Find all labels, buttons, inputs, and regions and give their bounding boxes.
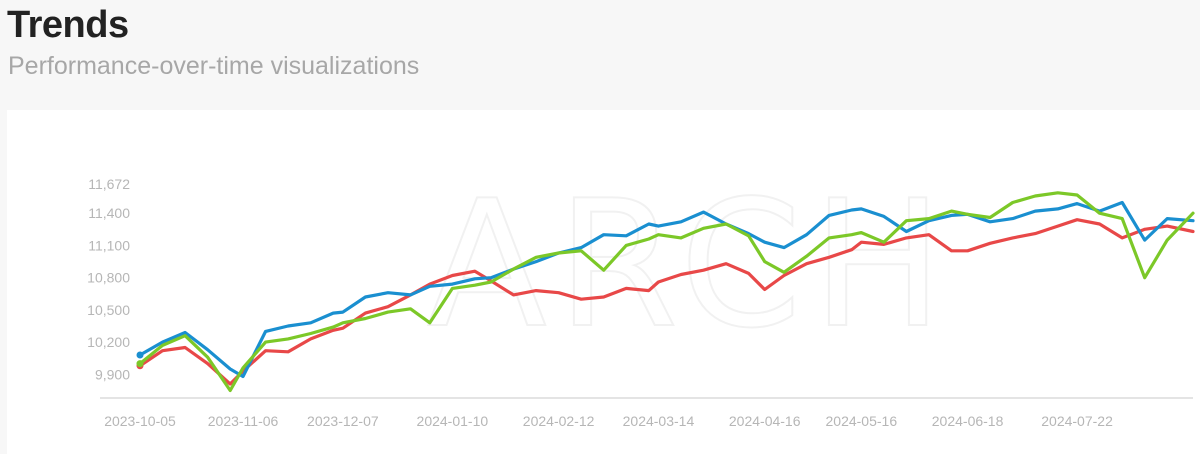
x-tick-label: 2024-07-22: [1041, 413, 1113, 429]
y-tick-label: 10,200: [87, 334, 130, 350]
series-start-point: [136, 360, 144, 368]
series-line-3: [138, 191, 1195, 393]
y-tick-label: 11,672: [88, 176, 130, 192]
x-tick-label: 2023-10-05: [104, 413, 176, 429]
chart-card: ARCH 9,900 10,200 10,500 10,800 11,100 11,400…: [7, 110, 1200, 454]
y-tick-label: 11,100: [88, 237, 130, 253]
line-chart: ARCH 9,900 10,200 10,500 10,800 11,100 11,400…: [87, 163, 1195, 429]
page-header: Trends Performance-over-time visualizati…: [0, 0, 1200, 110]
chart-series: [136, 191, 1195, 393]
y-tick-label: 9,900: [95, 366, 130, 382]
series-start-point: [136, 351, 144, 359]
page-title: Trends: [7, 4, 129, 46]
x-tick-label: 2024-04-16: [729, 413, 801, 429]
x-tick-label: 2024-06-18: [932, 413, 1004, 429]
y-tick-label: 10,800: [87, 270, 130, 286]
y-tick-label: 10,500: [87, 302, 130, 318]
x-tick-label: 2023-11-06: [208, 413, 279, 429]
x-tick-label: 2024-05-16: [826, 413, 898, 429]
chart-watermark: ARCH: [427, 164, 953, 367]
series-line-2: [138, 200, 1195, 379]
x-tick-label: 2024-02-12: [523, 413, 595, 429]
x-tick-label: 2023-12-07: [307, 413, 379, 429]
y-tick-label: 11,400: [88, 205, 130, 221]
page-subtitle: Performance-over-time visualizations: [8, 52, 420, 80]
series-line-1: [138, 218, 1195, 386]
chart-axes: 9,900 10,200 10,500 10,800 11,100 11,400 11,67…: [87, 176, 1193, 429]
x-tick-label: 2024-01-10: [417, 413, 489, 429]
x-tick-label: 2024-03-14: [623, 413, 695, 429]
